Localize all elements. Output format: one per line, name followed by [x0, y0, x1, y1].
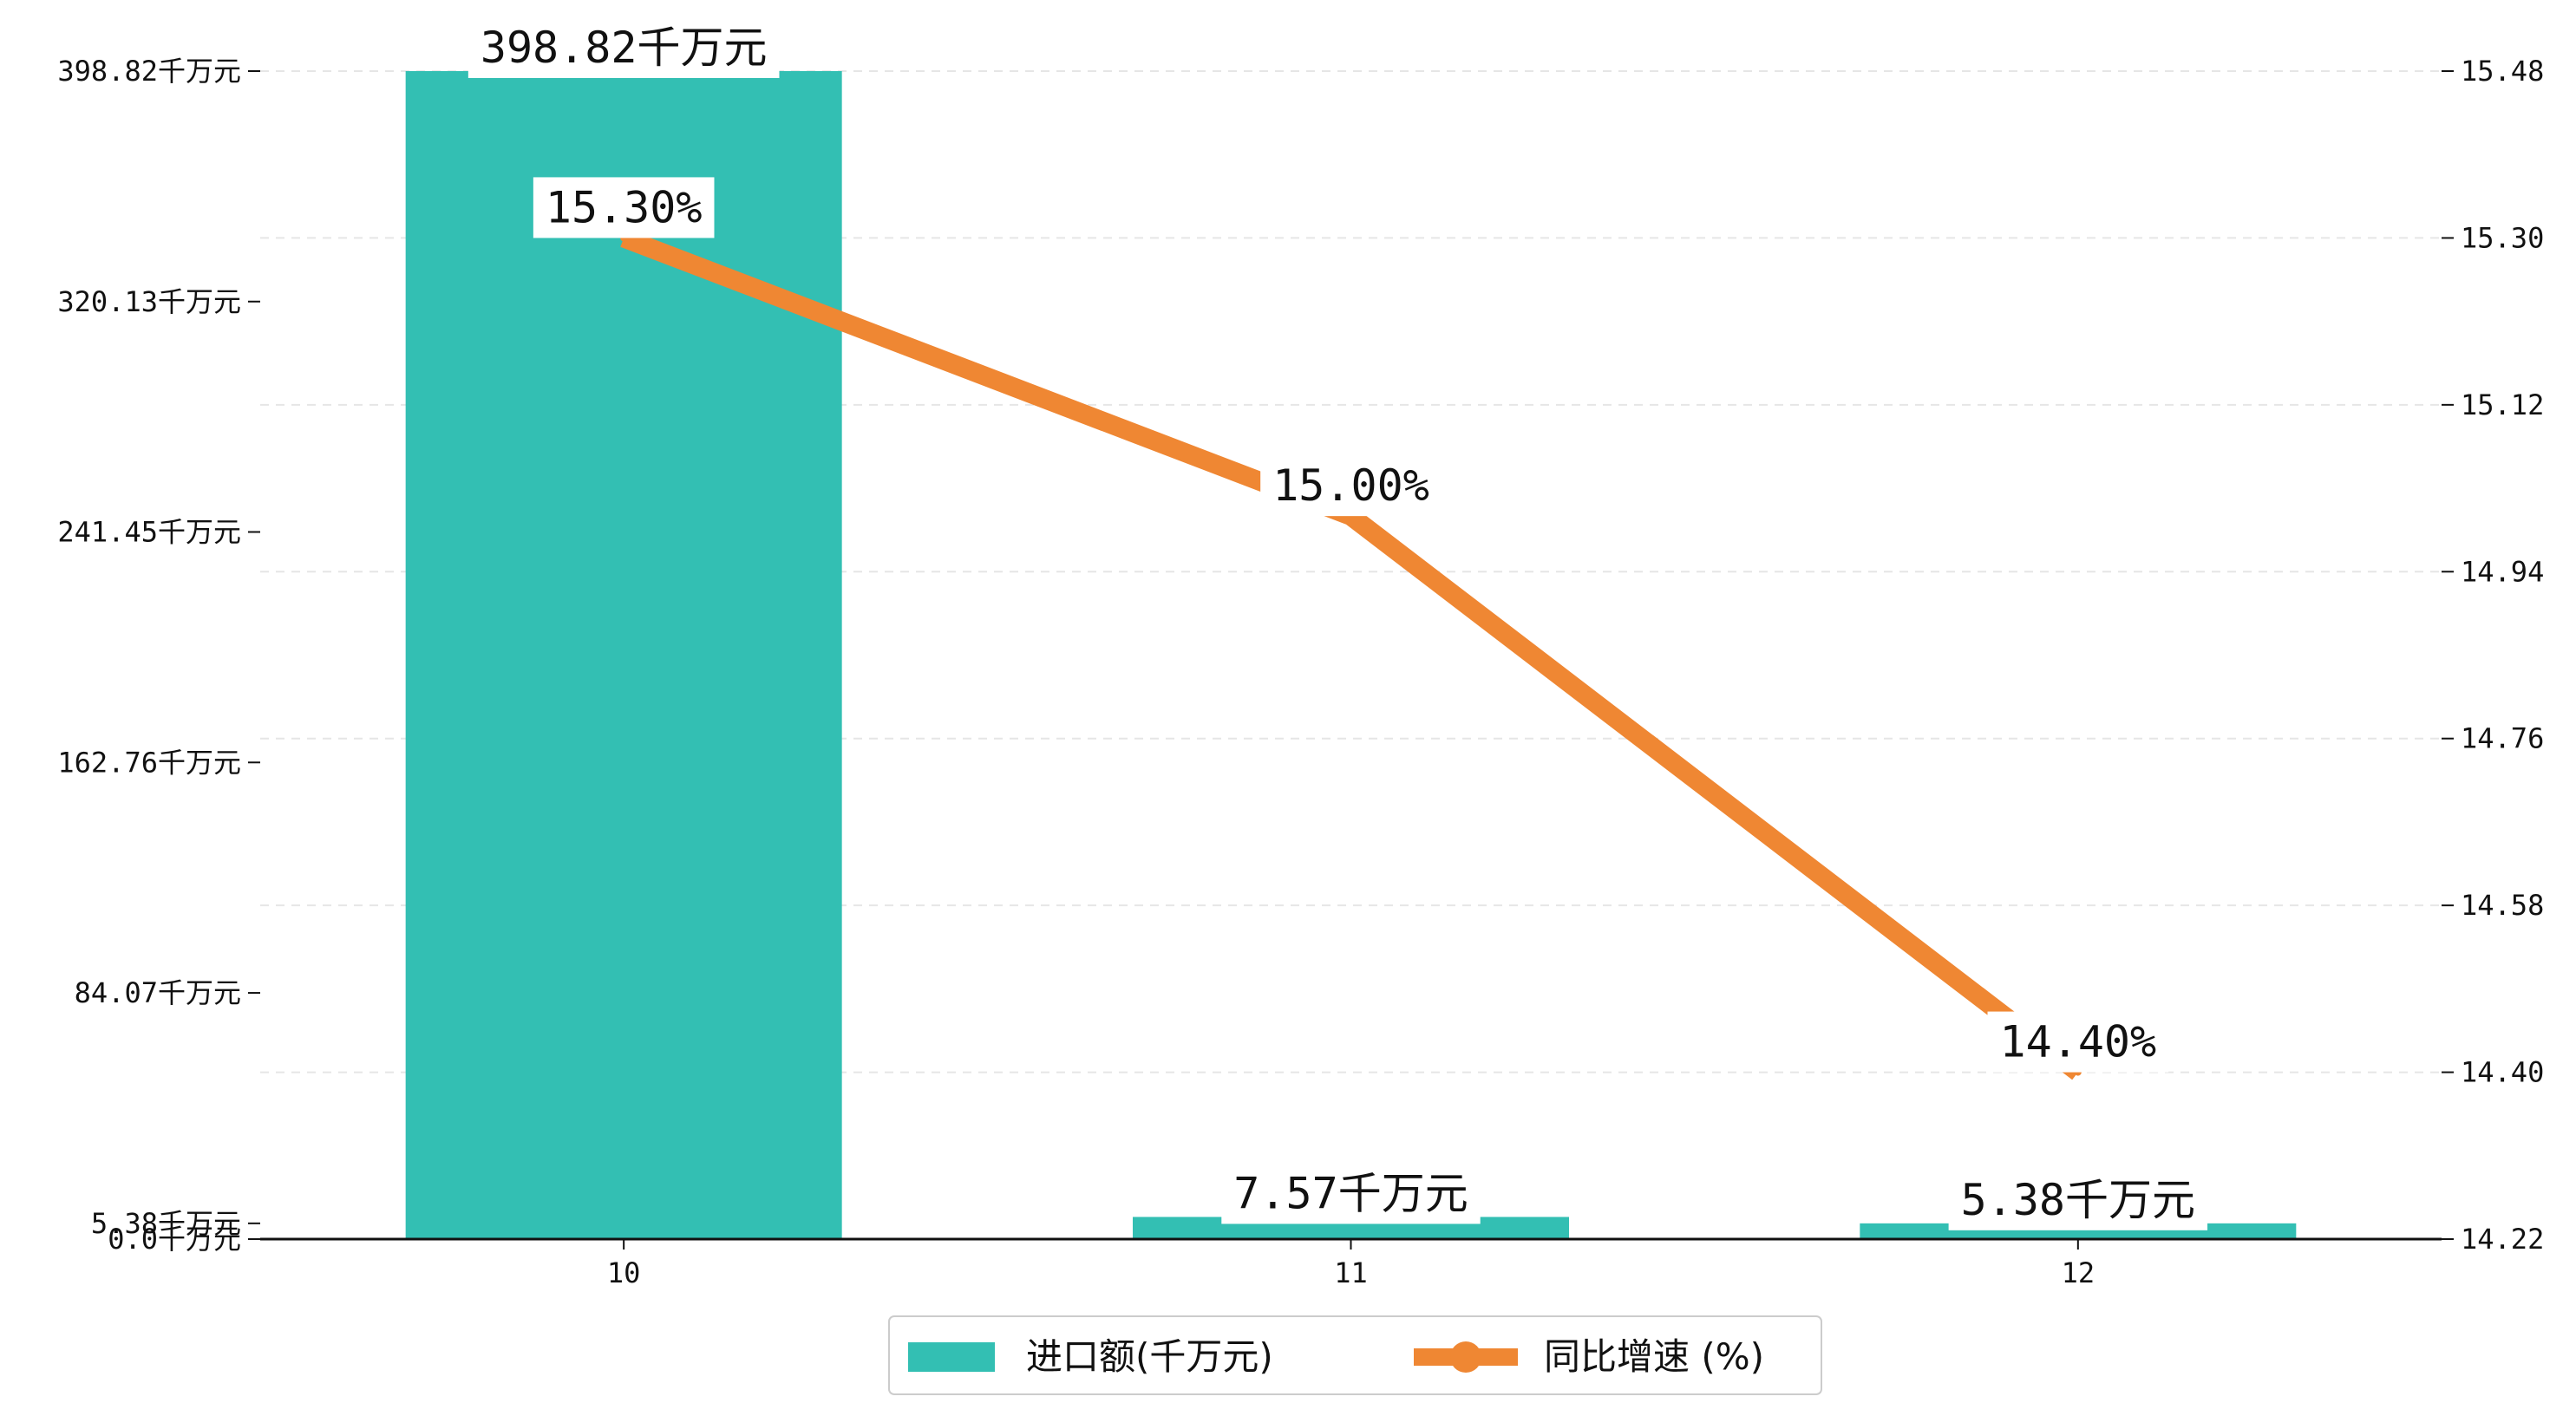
x-tick-label: 11: [1334, 1256, 1368, 1289]
right-tick-label: 15.12: [2461, 388, 2544, 421]
axes: 0.0千万元5.38千万元84.07千万元162.76千万元241.45千万元3…: [57, 55, 2544, 1289]
bar-value-label: 398.82千万元: [481, 23, 768, 73]
left-tick-label: 320.13千万元: [57, 285, 241, 318]
left-tick-label: 0.0千万元: [108, 1223, 241, 1256]
bar-series: [405, 71, 2297, 1239]
right-tick-label: 14.40: [2461, 1056, 2544, 1089]
x-tick-label: 10: [607, 1256, 641, 1289]
left-tick-label: 84.07千万元: [75, 976, 241, 1009]
bar-value-label-box: [1221, 1163, 1481, 1224]
left-tick-label: 5.38千万元: [91, 1207, 241, 1240]
x-tick-label: 12: [2062, 1256, 2095, 1289]
legend-bar-swatch: [908, 1342, 995, 1372]
right-tick-label: 14.94: [2461, 555, 2544, 588]
line-value-label: 15.00%: [1272, 460, 1429, 511]
bar-value-label-box: [1948, 1169, 2208, 1230]
legend-line-label: 同比增速 (%): [1544, 1335, 1764, 1378]
line-value-label-box: [1260, 455, 1442, 517]
bar-value-label: 5.38千万元: [1961, 1175, 2195, 1225]
line-value-label-box: [1987, 1011, 2169, 1073]
left-tick-label: 241.45千万元: [57, 516, 241, 549]
right-tick-label: 15.48: [2461, 55, 2544, 88]
bar-value-label: 7.57千万元: [1233, 1168, 1468, 1218]
line-value-label-box: [533, 177, 715, 238]
left-tick-label: 398.82千万元: [57, 55, 241, 88]
bar-10: [405, 71, 842, 1239]
legend-bar-label: 进口额(千万元): [1026, 1335, 1273, 1378]
line-value-label: 14.40%: [2000, 1017, 2157, 1067]
bar-value-label-box: [467, 17, 780, 78]
left-tick-label: 162.76千万元: [57, 746, 241, 779]
legend-box: [888, 1315, 1822, 1395]
line-value-label: 15.30%: [546, 182, 703, 232]
growth-line: [620, 229, 2084, 1080]
right-tick-label: 14.58: [2461, 889, 2544, 922]
right-tick-label: 14.22: [2461, 1223, 2544, 1256]
right-tick-label: 15.30: [2461, 221, 2544, 254]
data-labels: 398.82千万元 7.57千万元 5.38千万元 15.30% 15.00% 14.40…: [467, 17, 2208, 1230]
legend: 进口额(千万元) 同比增速 (%): [888, 1315, 1822, 1395]
legend-line-marker: [1450, 1341, 1481, 1373]
right-tick-label: 14.76: [2461, 722, 2544, 755]
